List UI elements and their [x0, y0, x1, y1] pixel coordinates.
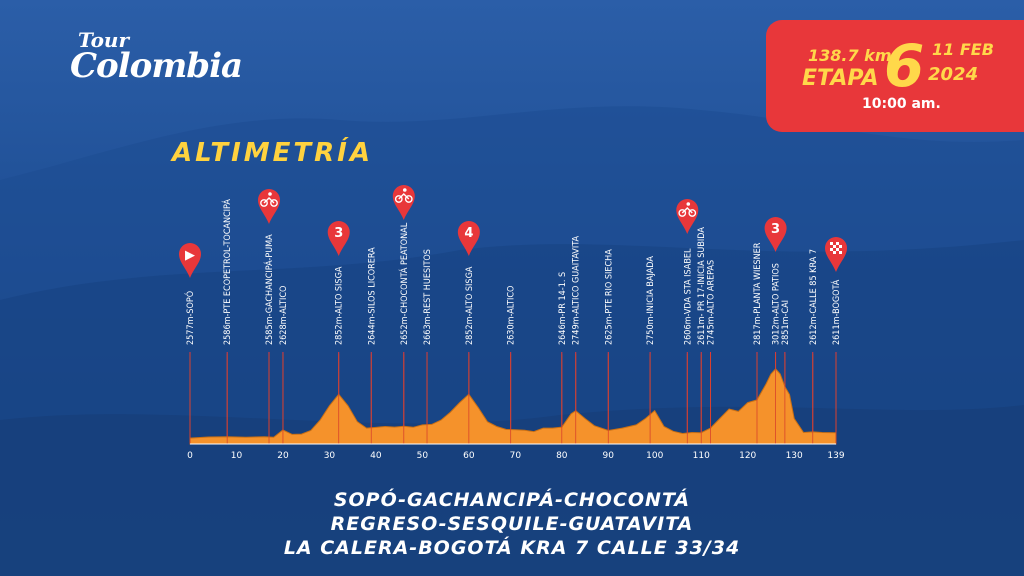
start-icon: ▶	[179, 243, 201, 278]
route-line-3: LA CALERA-BOGOTÁ KRA 7 CALLE 33/34	[283, 537, 741, 559]
waypoint-label: 2852m-ALTO SISGA	[465, 266, 475, 345]
waypoint-label: 2817m-PLANTA WIESNER	[753, 242, 763, 345]
sprint-icon	[258, 189, 281, 224]
x-tick-label: 40	[370, 451, 382, 461]
waypoint-label: 3012m-ALTO PATIOS	[772, 263, 782, 345]
cyclist-icon	[392, 185, 415, 220]
waypoint-label: 2745m-ALTO AREPAS	[707, 260, 717, 345]
waypoint-label: 2585m-GACHANCIPÁ-PUMA	[263, 234, 275, 345]
waypoint-label: 2852m-ALTO SISGA	[335, 266, 345, 345]
waypoint-label: 2652m-CHOCONTÁ PEATONAL	[398, 222, 410, 345]
waypoint-label: 2586m-PTE ECOPETROL-TOCANCIPÁ	[221, 199, 233, 345]
waypoint-label: 2612m-CALLE 85 KRA 7	[809, 249, 819, 345]
climb-category-3-icon: 3	[764, 217, 787, 252]
x-tick-label: 130	[786, 451, 803, 461]
tour-colombia-logo: Tour Colombia	[70, 28, 243, 86]
x-tick-label: 120	[739, 451, 756, 461]
x-tick-label: 139	[827, 451, 844, 461]
waypoint-label: 2577m-SOPÓ	[184, 291, 196, 345]
waypoint-label: 2644m-SILOS LICORERA	[367, 247, 377, 345]
stage-distance: 138.7 km.	[808, 46, 898, 65]
stage-info-box: 138.7 km. ETAPA 6 11 FEB 2024 10:00 am.	[766, 20, 1024, 132]
finish-flag-icon	[825, 237, 847, 272]
x-tick-label: 10	[231, 451, 243, 461]
waypoint-label: 2851m-CAI	[781, 300, 791, 345]
waypoint-label: 2611m- PR 17-INICIA SUBIDA	[697, 227, 707, 345]
waypoint-label: 2663m-REST HUESITOS	[423, 249, 433, 345]
x-tick-label: 80	[556, 451, 568, 461]
x-tick-label: 100	[646, 451, 663, 461]
elevation-profile-area	[189, 368, 837, 445]
marker-symbol: 4	[464, 226, 473, 241]
waypoint-label: 2749m-ALTICO GUAITAVITA	[572, 236, 582, 345]
x-tick-label: 70	[510, 451, 522, 461]
waypoint-label: 2625m-PTE RIO SIECHA	[604, 249, 614, 345]
x-tick-label: 0	[187, 451, 193, 461]
chart-title: ALTIMETRÍA	[172, 138, 373, 168]
stage-label: ETAPA	[802, 66, 879, 91]
stage-start-time: 10:00 am.	[862, 96, 941, 112]
stage-number: 6	[884, 32, 925, 100]
x-tick-label: 110	[693, 451, 710, 461]
waypoint-label: 2611m-BOGOTÁ	[830, 279, 842, 345]
climb-category-3-icon: 3	[327, 221, 350, 256]
waypoint-label: 2630m-ALTICO	[507, 286, 517, 345]
waypoint-label: 2646m-PR 14-1. S	[558, 272, 568, 345]
cyclist-icon	[676, 199, 699, 234]
marker-symbol: ▶	[185, 248, 195, 263]
x-tick-label: 90	[603, 451, 615, 461]
stage-year: 2024	[928, 64, 979, 85]
waypoint-label: 2628m-ALTICO	[279, 286, 289, 345]
route-line-1: SOPÓ-GACHANCIPÁ-CHOCONTÁ	[333, 489, 691, 511]
x-tick-label: 50	[417, 451, 429, 461]
waypoint-label: 2606m-VDA STA ISABEL	[683, 248, 693, 345]
climb-category-4-icon: 4	[457, 221, 480, 256]
x-tick-label: 20	[277, 451, 289, 461]
waypoint-label: 2750m-INICIA BAJADA	[646, 256, 656, 345]
x-tick-label: 60	[463, 451, 475, 461]
marker-symbol: 3	[334, 226, 343, 241]
logo-line-1: Tour	[78, 28, 130, 52]
marker-symbol: 3	[771, 222, 780, 237]
logo-line-2: Colombia	[70, 46, 243, 86]
x-tick-label: 30	[324, 451, 336, 461]
route-line-2: REGRESO-SESQUILE-GUATAVITA	[330, 513, 694, 535]
stage-date: 11 FEB	[932, 40, 994, 59]
route-description: SOPÓ-GACHANCIPÁ-CHOCONTÁ REGRESO-SESQUIL…	[0, 488, 1024, 560]
altimetry-profile-chart: 2577m-SOPÓ 2586m-PTE ECOPETROL-TOCANCIPÁ 2…	[179, 185, 847, 461]
